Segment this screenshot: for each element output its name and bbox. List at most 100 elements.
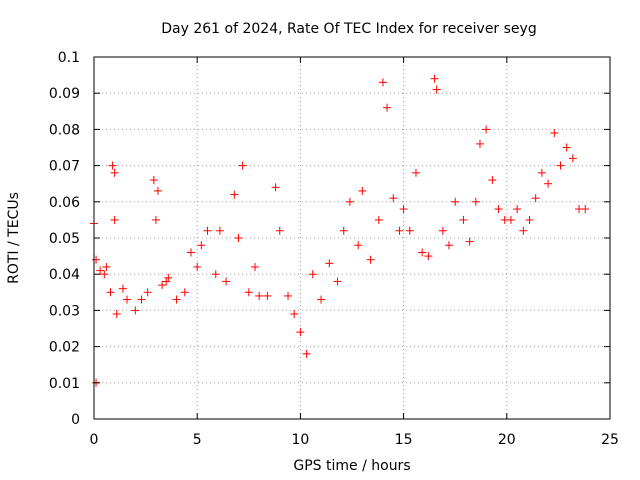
data-point-marker [395, 226, 404, 235]
data-point-marker [374, 215, 383, 224]
y-tick-label: 0.04 [49, 267, 80, 283]
data-point-marker [345, 197, 354, 206]
data-point-marker [106, 288, 115, 297]
data-point-marker [271, 183, 280, 192]
plot-frame [93, 56, 611, 420]
data-point-marker [197, 241, 206, 250]
data-point-marker [162, 277, 171, 286]
y-tick-label: 0.05 [49, 231, 80, 247]
data-point-marker [290, 310, 299, 319]
x-tick-label: 15 [395, 432, 413, 448]
data-point-marker [164, 273, 173, 282]
data-point-marker [537, 168, 546, 177]
data-point-marker [568, 154, 577, 163]
data-point-marker [110, 215, 119, 224]
data-point-marker [438, 226, 447, 235]
y-tick-label: 0.1 [58, 50, 80, 66]
grid-lines [94, 57, 610, 419]
data-point-marker [158, 281, 167, 290]
data-point-marker [432, 85, 441, 94]
data-point-marker [506, 215, 515, 224]
data-point-marker [333, 277, 342, 286]
data-points [90, 74, 590, 387]
data-point-marker [151, 215, 160, 224]
axis-ticks: 0 5 10 15 20 25 0 0.01 0.02 0.03 0.04 0.05 0.06 0.07 0… [49, 50, 619, 448]
data-point-marker [383, 103, 392, 112]
data-point-marker [482, 125, 491, 134]
data-point-marker [263, 291, 272, 300]
data-point-marker [118, 284, 127, 293]
y-tick-label: 0.01 [49, 376, 80, 392]
data-point-marker [475, 139, 484, 148]
data-point-marker [102, 262, 111, 271]
data-point-marker [211, 270, 220, 279]
data-point-marker [562, 143, 571, 152]
data-point-marker [556, 161, 565, 170]
data-point-marker [137, 295, 146, 304]
x-tick-label: 20 [498, 432, 516, 448]
data-point-marker [222, 277, 231, 286]
data-point-marker [317, 295, 326, 304]
y-tick-label: 0 [71, 412, 80, 428]
data-point-marker [255, 291, 264, 300]
y-tick-label: 0.06 [49, 195, 80, 211]
data-point-marker [471, 197, 480, 206]
data-point-marker [149, 176, 158, 185]
x-tick-label: 10 [291, 432, 309, 448]
data-point-marker [244, 288, 253, 297]
data-point-marker [488, 176, 497, 185]
x-axis-title: GPS time / hours [293, 458, 410, 474]
x-tick-label: 25 [601, 432, 619, 448]
data-point-marker [459, 215, 468, 224]
data-point-marker [366, 255, 375, 264]
data-point-marker [123, 295, 132, 304]
y-tick-label: 0.03 [49, 303, 80, 319]
data-point-marker [465, 237, 474, 246]
data-point-marker [215, 226, 224, 235]
data-point-marker [411, 168, 420, 177]
data-point-marker [550, 129, 559, 138]
data-point-marker [108, 161, 117, 170]
data-point-marker [296, 328, 305, 337]
y-tick-label: 0.07 [49, 159, 80, 175]
x-tick-label: 0 [90, 432, 99, 448]
data-point-marker [581, 205, 590, 214]
data-point-marker [418, 248, 427, 257]
data-point-marker [513, 205, 522, 214]
data-point-marker [110, 168, 119, 177]
y-tick-label: 0.08 [49, 122, 80, 138]
data-point-marker [250, 262, 259, 271]
data-point-marker [302, 349, 311, 358]
data-point-marker [143, 288, 152, 297]
data-point-marker [325, 259, 334, 268]
data-point-marker [275, 226, 284, 235]
data-point-marker [531, 194, 540, 203]
data-point-marker [100, 270, 109, 279]
data-point-marker [96, 266, 105, 275]
x-tick-label: 5 [193, 432, 202, 448]
data-point-marker [525, 215, 534, 224]
data-point-marker [430, 74, 439, 83]
data-point-marker [445, 241, 454, 250]
data-point-marker [203, 226, 212, 235]
data-point-marker [399, 205, 408, 214]
data-point-marker [193, 262, 202, 271]
data-point-marker [172, 295, 181, 304]
data-point-marker [389, 194, 398, 203]
data-point-marker [494, 205, 503, 214]
data-point-marker [544, 179, 553, 188]
data-point-marker [238, 161, 247, 170]
data-point-marker [354, 241, 363, 250]
data-point-marker [424, 252, 433, 261]
chart-title: Day 261 of 2024, Rate Of TEC Index for r… [161, 21, 536, 37]
data-point-marker [153, 186, 162, 195]
data-point-marker [112, 310, 121, 319]
data-point-marker [405, 226, 414, 235]
y-axis-title: ROTI / TECUs [6, 192, 22, 284]
data-point-marker [234, 234, 243, 242]
y-tick-label: 0.02 [49, 340, 80, 356]
data-point-marker [92, 255, 101, 264]
data-point-marker [230, 190, 239, 199]
y-tick-label: 0.09 [49, 86, 80, 102]
